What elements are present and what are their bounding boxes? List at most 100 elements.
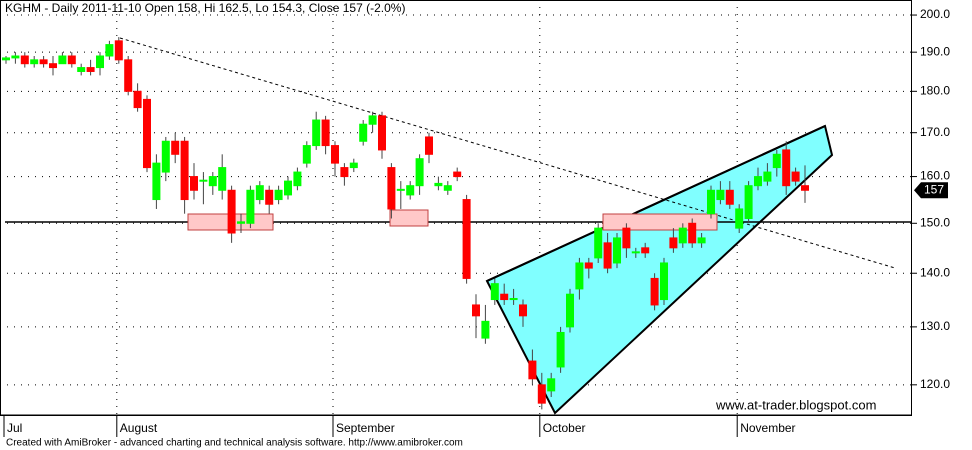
candle-body bbox=[77, 67, 86, 72]
candle-body bbox=[284, 180, 292, 196]
watermark: www.at-trader.blogspot.com bbox=[715, 397, 876, 412]
candle-body bbox=[171, 140, 180, 155]
candle-body bbox=[660, 262, 668, 301]
wedge-line bbox=[486, 125, 826, 282]
candle-body bbox=[453, 171, 462, 178]
candle-body bbox=[763, 171, 772, 182]
y-tick-label: 140.0 bbox=[920, 265, 950, 279]
candle-body bbox=[2, 57, 10, 61]
chart-title: KGHM - Daily 2011-11-10 Open 158, Hi 162… bbox=[5, 1, 405, 15]
candle-body bbox=[114, 40, 123, 61]
candles bbox=[2, 37, 809, 410]
candle-body bbox=[716, 189, 725, 201]
y-tick-label: 200.0 bbox=[920, 7, 950, 21]
candle-body bbox=[133, 90, 142, 109]
candle-body bbox=[613, 237, 621, 264]
candle-body bbox=[490, 283, 499, 301]
candle-body bbox=[725, 189, 734, 205]
candle-body bbox=[462, 199, 471, 279]
candle-body bbox=[584, 262, 593, 269]
y-tick-label: 170.0 bbox=[920, 125, 950, 139]
candle-body bbox=[556, 331, 565, 368]
candle-body bbox=[707, 189, 715, 215]
candle-body bbox=[678, 227, 687, 244]
candle-body bbox=[218, 167, 227, 191]
candle-body bbox=[340, 167, 349, 178]
candle-body bbox=[39, 59, 48, 65]
y-tick-label: 190.0 bbox=[920, 44, 950, 58]
y-tick-label: 130.0 bbox=[920, 319, 950, 333]
candle-body bbox=[20, 55, 29, 65]
candle-body bbox=[735, 208, 744, 229]
candle-body bbox=[801, 185, 809, 191]
candle-body bbox=[58, 55, 67, 65]
candle-body bbox=[86, 67, 95, 72]
candle-body bbox=[265, 189, 274, 205]
candle-body bbox=[744, 185, 753, 219]
candle-body bbox=[359, 123, 368, 142]
candle-body bbox=[481, 320, 490, 339]
candle-body bbox=[434, 182, 443, 187]
support-box bbox=[602, 213, 718, 231]
candle-body bbox=[143, 98, 151, 169]
candle-body bbox=[208, 176, 217, 187]
candle-body bbox=[406, 185, 415, 196]
candle-body bbox=[293, 171, 302, 187]
candle-body bbox=[124, 59, 133, 92]
candle-body bbox=[500, 293, 509, 301]
candle-body bbox=[575, 262, 584, 290]
candle-body bbox=[180, 140, 189, 201]
candle-body bbox=[641, 247, 650, 254]
candle-body bbox=[772, 153, 781, 169]
candle-body bbox=[669, 237, 678, 249]
candle-body bbox=[312, 119, 321, 147]
candle-body bbox=[302, 145, 311, 164]
candle-body bbox=[631, 251, 640, 254]
footer: Created with AmiBroker - advanced charti… bbox=[6, 438, 463, 449]
candle-body bbox=[791, 171, 800, 182]
candle-body bbox=[472, 304, 480, 317]
candle-body bbox=[537, 384, 546, 404]
candle-body bbox=[96, 55, 104, 69]
y-tick-label: 150.0 bbox=[920, 215, 950, 229]
candle-body bbox=[387, 167, 396, 210]
candle-body bbox=[650, 277, 659, 306]
x-tick-label: October bbox=[543, 421, 586, 435]
candle-body bbox=[349, 162, 358, 169]
candle-body bbox=[30, 59, 39, 65]
y-tick-label: 120.0 bbox=[920, 377, 950, 391]
candle-body bbox=[246, 189, 255, 224]
candle-body bbox=[105, 44, 114, 57]
candle-body bbox=[255, 185, 264, 201]
candle-body bbox=[688, 222, 697, 244]
y-tick-label: 160.0 bbox=[920, 169, 950, 183]
x-tick-label: November bbox=[740, 421, 795, 435]
candle-body bbox=[754, 176, 762, 187]
candle-body bbox=[622, 227, 631, 249]
last-price-label: 157 bbox=[924, 182, 944, 196]
candle-body bbox=[528, 360, 537, 380]
candle-body bbox=[566, 293, 574, 328]
candle-body bbox=[321, 119, 330, 147]
x-tick-label: August bbox=[120, 421, 158, 435]
candle-body bbox=[547, 378, 556, 392]
candle-body bbox=[199, 179, 208, 182]
candle-body bbox=[519, 304, 527, 317]
candle-body bbox=[697, 237, 706, 244]
candle-body bbox=[67, 55, 76, 65]
candle-body bbox=[396, 188, 405, 191]
candle-body bbox=[274, 189, 283, 201]
candle-body bbox=[378, 115, 386, 151]
candle-body bbox=[415, 158, 424, 187]
candle-body bbox=[49, 63, 57, 69]
candle-body bbox=[11, 55, 20, 59]
candle-body bbox=[237, 221, 245, 224]
candle-body bbox=[152, 162, 161, 201]
candle-body bbox=[443, 185, 452, 191]
candle-body bbox=[190, 176, 198, 191]
candle-body bbox=[782, 149, 791, 187]
candle-body bbox=[603, 242, 612, 269]
candle-body bbox=[425, 136, 433, 155]
